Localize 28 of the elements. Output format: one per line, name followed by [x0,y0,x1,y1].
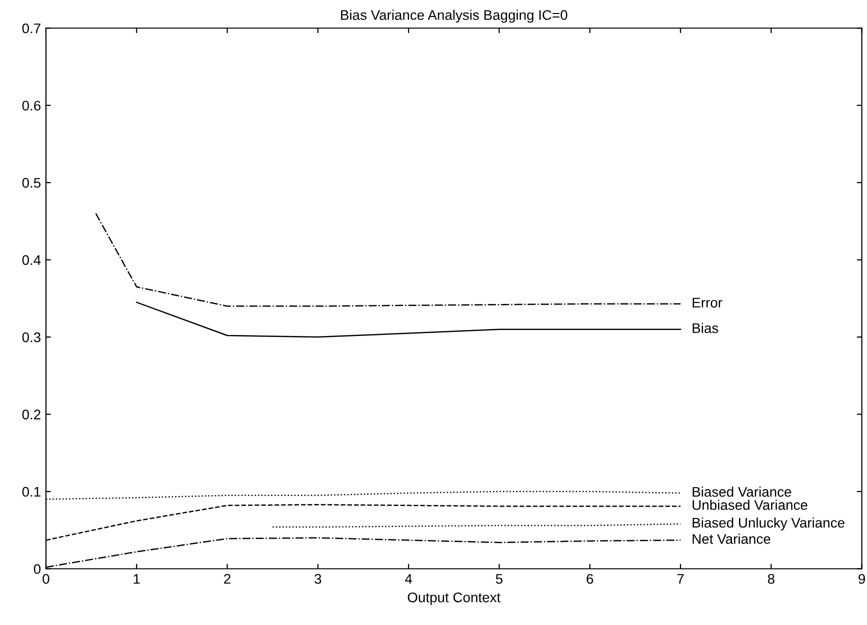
x-tick-label: 8 [768,574,774,584]
x-tick-label: 6 [586,574,594,584]
line-series [136,302,682,338]
y-tick-label: 0.7 [22,23,40,34]
x-tick-label: 0 [42,574,50,584]
x-tick-label: 4 [405,574,412,584]
y-tick-label: 0.1 [22,486,40,497]
x-tick-label: 7 [677,574,684,584]
y-tick-label: 0.2 [22,410,40,420]
x-axis-title: Output Context [408,592,500,606]
series-label: Bias [692,322,718,334]
y-tick-label: 0.4 [22,255,41,265]
y-tick-label: 0.3 [22,332,40,342]
x-tick-label: 1 [134,574,140,584]
series-label: Unbiased Variance [692,500,808,510]
x-tick-label: 2 [224,574,230,584]
y-tick-label: 0.5 [22,178,41,188]
series-label: Biased Unlucky Variance [692,517,844,530]
x-tick-label: 3 [314,574,322,584]
line-series [95,212,682,307]
series-label: Biased Variance [692,486,792,497]
chart-title: Bias Variance Analysis Bagging IC=0 [341,10,568,23]
x-tick-label: 5 [496,574,502,584]
y-tick-label: 0 [34,564,41,574]
x-tick-label: 9 [858,574,865,584]
y-tick-label: 0.6 [22,100,40,111]
series-label: Net Variance [692,534,770,544]
series-label: Error [692,298,722,308]
